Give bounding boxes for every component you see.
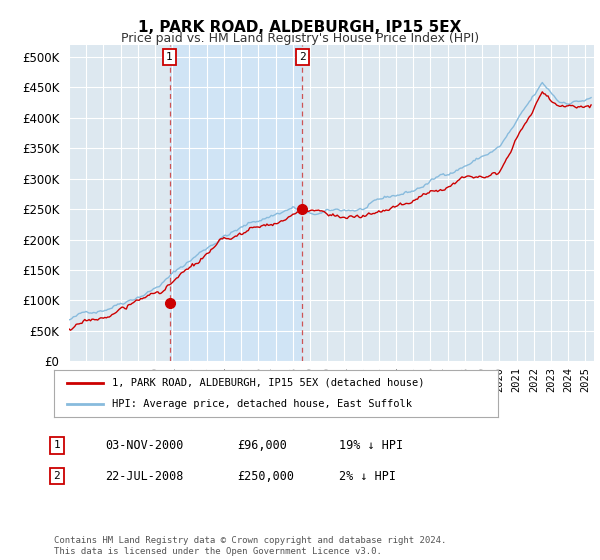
Text: 1, PARK ROAD, ALDEBURGH, IP15 5EX (detached house): 1, PARK ROAD, ALDEBURGH, IP15 5EX (detac… bbox=[112, 378, 424, 388]
Text: Price paid vs. HM Land Registry's House Price Index (HPI): Price paid vs. HM Land Registry's House … bbox=[121, 32, 479, 45]
Text: 1: 1 bbox=[166, 52, 173, 62]
Text: 19% ↓ HPI: 19% ↓ HPI bbox=[339, 438, 403, 452]
Text: 1: 1 bbox=[53, 440, 61, 450]
Text: 03-NOV-2000: 03-NOV-2000 bbox=[105, 438, 184, 452]
Text: 2: 2 bbox=[299, 52, 305, 62]
Text: Contains HM Land Registry data © Crown copyright and database right 2024.
This d: Contains HM Land Registry data © Crown c… bbox=[54, 536, 446, 556]
Text: 2: 2 bbox=[53, 471, 61, 481]
Text: 22-JUL-2008: 22-JUL-2008 bbox=[105, 469, 184, 483]
Text: £250,000: £250,000 bbox=[237, 469, 294, 483]
Text: 2% ↓ HPI: 2% ↓ HPI bbox=[339, 469, 396, 483]
Text: 1, PARK ROAD, ALDEBURGH, IP15 5EX: 1, PARK ROAD, ALDEBURGH, IP15 5EX bbox=[139, 20, 461, 35]
Bar bbox=[170, 45, 302, 361]
Text: £96,000: £96,000 bbox=[237, 438, 287, 452]
Text: HPI: Average price, detached house, East Suffolk: HPI: Average price, detached house, East… bbox=[112, 399, 412, 409]
